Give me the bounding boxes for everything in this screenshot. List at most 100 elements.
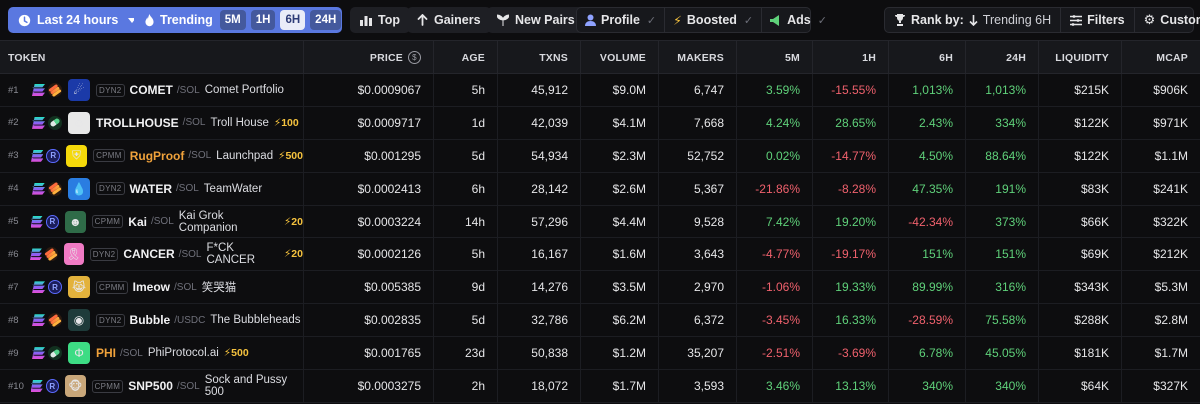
col-price[interactable]: PRICE $ (303, 41, 433, 74)
change-5m-cell: 3.59% (736, 74, 812, 106)
customize-button[interactable]: ⚙ Customize (1135, 8, 1200, 32)
new-pairs-button[interactable]: New Pairs (487, 7, 585, 33)
col-liquidity[interactable]: LIQUIDITY (1038, 41, 1121, 74)
price-cell: $0.0002413 (303, 172, 433, 205)
liquidity-cell: $66K (1038, 205, 1121, 238)
meteora-dex-icon (48, 313, 62, 328)
txns-cell: 42,039 (497, 106, 580, 139)
table-row[interactable]: #9 Φ PHI /SOL PhiProtocol.ai ⚡500 $0.001… (0, 337, 1200, 371)
col-mcap[interactable]: MCAP (1121, 41, 1200, 74)
profile-filter[interactable]: Profile ✓ (577, 8, 666, 32)
filters-button[interactable]: Filters (1061, 8, 1135, 32)
solana-chain-icon (32, 84, 45, 96)
change-5m-cell: 7.42% (736, 205, 812, 238)
timeframe-dropdown[interactable]: Last 24 hours (8, 7, 147, 33)
quote-token: /SOL (182, 117, 206, 129)
volume-cell: $3.5M (580, 271, 658, 304)
change-24h-cell: 334% (965, 106, 1038, 139)
change-6h-cell: 47.35% (888, 172, 965, 205)
col-age[interactable]: AGE (433, 41, 497, 74)
rank-by-label: Rank by: (911, 13, 964, 27)
change-1h-cell: 19.20% (812, 205, 888, 238)
change-1h-cell: -19.17% (812, 238, 888, 271)
mcap-cell: $322K (1121, 205, 1200, 238)
table-row[interactable]: #7 R 😹 CPMM Imeow /SOL 笑哭猫 $0.005385 9d … (0, 271, 1200, 305)
table-row[interactable]: #8 ◉ DYN2 Bubble /USDC The Bubbleheads $… (0, 304, 1200, 338)
ads-filter[interactable]: Ads ✓ (762, 8, 835, 32)
table-row[interactable]: #3 R ⛨ CPMM RugProof /SOL Launchpad ⚡500… (0, 139, 1200, 173)
pairs-table: #1 ☄ DYN2 COMET /SOL Comet Portfolio $0.… (0, 74, 1200, 403)
col-txns[interactable]: TXNS (497, 41, 580, 74)
trending-1h-button[interactable]: 1H (250, 10, 276, 30)
age-cell: 14h (433, 205, 497, 238)
trending-24h-button[interactable]: 24H (310, 10, 342, 30)
mcap-cell: $2.8M (1121, 304, 1200, 337)
pool-type-badge: DYN2 (96, 83, 125, 97)
token-name: 笑哭猫 (201, 282, 237, 295)
rugproof-logo-icon: ⛨ (65, 144, 88, 167)
makers-cell: 6,747 (658, 74, 736, 106)
change-24h-cell: 316% (965, 271, 1038, 304)
gainers-button[interactable]: Gainers (407, 7, 491, 33)
col-token[interactable]: TOKEN (8, 51, 46, 64)
volume-cell: $6.2M (580, 304, 658, 337)
trending-5m-button[interactable]: 5M (219, 10, 246, 30)
top-label: Top (378, 13, 400, 27)
trending-6h-button[interactable]: 6H (280, 10, 306, 30)
boosted-filter[interactable]: ⚡ Boosted ✓ (665, 8, 763, 32)
token-name: The Bubbleheads (210, 314, 301, 327)
table-row[interactable]: #6 🎗 DYN2 CANCER /SOL F*CK CANCER ⚡20 $0… (0, 238, 1200, 272)
change-6h-cell: 2.43% (888, 106, 965, 139)
txns-cell: 57,296 (497, 205, 580, 238)
currency-toggle-icon[interactable]: $ (408, 51, 421, 64)
age-cell: 1d (433, 106, 497, 139)
quote-token: /SOL (174, 281, 197, 293)
rank-label: #2 (8, 117, 19, 129)
table-row[interactable]: #2 ☺ TROLLHOUSE /SOL Troll House ⚡100 $0… (0, 106, 1200, 140)
table-row[interactable]: #5 R ☻ CPMM Kai /SOL Kai Grok Companion … (0, 205, 1200, 239)
token-name: Kai Grok Companion (178, 209, 238, 234)
change-1h-cell: -8.28% (812, 172, 888, 205)
token-cell: #4 💧 DYN2 WATER /SOL TeamWater (0, 173, 303, 205)
change-5m-cell: 0.02% (736, 139, 812, 172)
rank-by-value: Trending 6H (982, 13, 1052, 27)
token-cell: #5 R ☻ CPMM Kai /SOL Kai Grok Companion … (0, 206, 303, 238)
table-row[interactable]: #1 ☄ DYN2 COMET /SOL Comet Portfolio $0.… (0, 74, 1200, 107)
boost-badge: ⚡20 (283, 215, 303, 228)
arrow-up-icon (417, 14, 428, 26)
pool-type-badge: DYN2 (89, 247, 119, 261)
col-24h[interactable]: 24H (965, 41, 1038, 74)
token-symbol: CANCER (123, 247, 175, 262)
txns-cell: 54,934 (497, 139, 580, 172)
new-pairs-label: New Pairs (515, 13, 575, 27)
change-24h-cell: 75.58% (965, 304, 1038, 337)
token-symbol: Imeow (132, 280, 170, 295)
token-cell: #3 R ⛨ CPMM RugProof /SOL Launchpad ⚡500 (0, 140, 303, 172)
rank-label: #1 (8, 84, 19, 96)
boost-badge: ⚡500 (278, 149, 303, 162)
pool-type-badge: DYN2 (96, 313, 125, 327)
crying-cat-icon: 😹 (68, 276, 90, 299)
change-1h-cell: 19.33% (812, 271, 888, 304)
table-row[interactable]: #10 R 🐵 CPMM SNP500 /SOL Sock and Pussy … (0, 370, 1200, 403)
mcap-cell: $5.3M (1121, 271, 1200, 304)
col-volume[interactable]: VOLUME (580, 41, 658, 74)
feature-filter-group: Profile ✓ ⚡ Boosted ✓ Ads ✓ (576, 7, 827, 33)
txns-cell: 18,072 (497, 370, 580, 403)
table-row[interactable]: #4 💧 DYN2 WATER /SOL TeamWater $0.000241… (0, 172, 1200, 206)
col-6h[interactable]: 6H (888, 41, 965, 74)
age-cell: 5h (433, 74, 497, 106)
col-1h[interactable]: 1H (812, 41, 888, 74)
pump-dex-icon (48, 346, 62, 361)
token-cell: #10 R 🐵 CPMM SNP500 /SOL Sock and Pussy … (0, 370, 303, 402)
trending-button[interactable]: Trending (160, 13, 213, 27)
col-5m[interactable]: 5M (736, 41, 812, 74)
volume-cell: $1.6M (580, 238, 658, 271)
col-makers[interactable]: MAKERS (658, 41, 736, 74)
price-cell: $0.0002126 (303, 238, 433, 271)
top-button[interactable]: Top (350, 7, 410, 33)
txns-cell: 16,167 (497, 238, 580, 271)
rank-by-dropdown[interactable]: Rank by: Trending 6H (885, 8, 1062, 32)
makers-cell: 2,970 (658, 271, 736, 304)
mcap-cell: $1.1M (1121, 139, 1200, 172)
